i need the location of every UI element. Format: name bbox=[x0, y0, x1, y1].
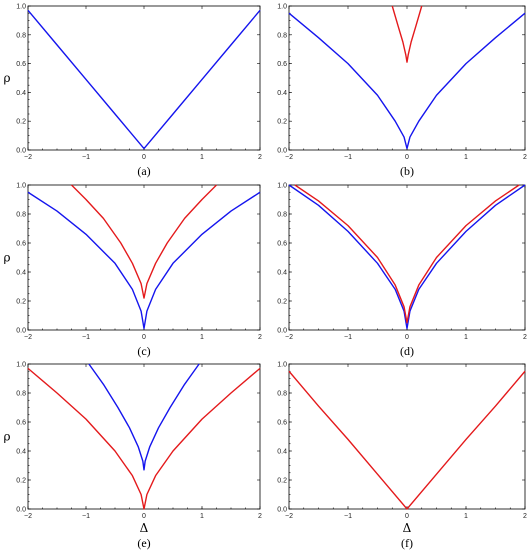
chart-panel: −2 −1 0 1 2 0.0 0.2 0.4 0.6 0.8 1.0 ρ (a) bbox=[3, 4, 262, 179]
x-tick-label: −1 bbox=[82, 334, 90, 341]
x-axis-title: Δ bbox=[403, 521, 412, 535]
y-tick-label: 0.0 bbox=[16, 148, 26, 155]
y-tick-label: 0.2 bbox=[277, 478, 287, 485]
x-tick-label: 1 bbox=[200, 513, 204, 520]
y-tick-label: 0.0 bbox=[277, 148, 287, 155]
x-tick-label: 1 bbox=[464, 334, 468, 341]
y-tick-label: 0.0 bbox=[277, 328, 287, 335]
series-line-red bbox=[27, 367, 261, 510]
y-tick-label: 0.2 bbox=[16, 299, 26, 306]
y-tick-label: 0.8 bbox=[277, 391, 287, 398]
x-tick-label: 1 bbox=[200, 334, 204, 341]
x-tick-label: −2 bbox=[285, 154, 293, 161]
x-axis-title: Δ bbox=[140, 521, 149, 535]
y-tick-label: 0.2 bbox=[277, 119, 287, 126]
y-tick-label: 1.0 bbox=[16, 4, 26, 11]
y-tick-label: 0.6 bbox=[277, 241, 287, 248]
panel-caption: (f) bbox=[401, 536, 413, 550]
x-tick-label: −2 bbox=[24, 334, 32, 341]
y-tick-label: 0.6 bbox=[16, 241, 26, 248]
panel-caption: (b) bbox=[400, 164, 414, 178]
series-line-blue bbox=[288, 184, 526, 330]
y-tick-label: 0.4 bbox=[277, 90, 287, 97]
x-tick-label: 0 bbox=[142, 334, 146, 341]
x-tick-label: −2 bbox=[285, 513, 293, 520]
y-tick-label: 0.4 bbox=[16, 270, 26, 277]
plot-frame bbox=[27, 363, 261, 510]
y-tick-label: 0.2 bbox=[16, 478, 26, 485]
chart-panel: −2 −1 0 1 2 0.0 0.2 0.4 0.6 0.8 1.0 Δ(f) bbox=[277, 362, 527, 550]
y-axis-title: ρ bbox=[3, 430, 10, 444]
y-tick-label: 0.2 bbox=[277, 299, 287, 306]
plot-frame bbox=[27, 184, 261, 331]
panel-caption: (a) bbox=[137, 164, 150, 178]
series-line-blue bbox=[27, 9, 261, 150]
x-tick-label: −2 bbox=[285, 334, 293, 341]
x-tick-label: 0 bbox=[142, 154, 146, 161]
y-tick-label: 0.0 bbox=[16, 328, 26, 335]
x-tick-label: 0 bbox=[142, 513, 146, 520]
y-tick-label: 0.8 bbox=[277, 32, 287, 39]
y-tick-label: 0.6 bbox=[277, 420, 287, 427]
y-tick-label: 1.0 bbox=[16, 183, 26, 190]
y-tick-label: 0.4 bbox=[16, 90, 26, 97]
y-tick-label: 0.2 bbox=[16, 119, 26, 126]
series-line-red bbox=[71, 184, 217, 299]
plot-frame bbox=[288, 363, 526, 510]
x-tick-label: 2 bbox=[258, 154, 262, 161]
y-tick-label: 0.4 bbox=[16, 449, 26, 456]
y-tick-label: 0.6 bbox=[277, 61, 287, 68]
x-tick-label: 0 bbox=[405, 154, 409, 161]
y-tick-label: 0.8 bbox=[277, 212, 287, 219]
y-tick-label: 1.0 bbox=[16, 362, 26, 369]
series-line-red bbox=[391, 5, 423, 63]
x-tick-label: 2 bbox=[523, 154, 527, 161]
x-tick-label: −1 bbox=[344, 154, 352, 161]
plot-frame bbox=[27, 5, 261, 151]
y-tick-label: 1.0 bbox=[277, 362, 287, 369]
y-tick-label: 0.6 bbox=[16, 61, 26, 68]
panel-caption: (c) bbox=[137, 344, 150, 358]
y-tick-label: 0.8 bbox=[16, 391, 26, 398]
series-line-red bbox=[288, 370, 526, 510]
plot-frame bbox=[288, 5, 526, 151]
x-tick-label: 1 bbox=[464, 154, 468, 161]
series-line-blue bbox=[27, 191, 261, 330]
y-tick-label: 0.0 bbox=[277, 507, 287, 514]
series-line-blue bbox=[288, 12, 526, 150]
x-tick-label: 0 bbox=[405, 334, 409, 341]
x-tick-label: 1 bbox=[464, 513, 468, 520]
x-tick-label: 2 bbox=[523, 334, 527, 341]
series-line-blue bbox=[88, 363, 200, 471]
x-tick-label: 1 bbox=[200, 154, 204, 161]
y-tick-label: 0.4 bbox=[277, 449, 287, 456]
y-tick-label: 0.4 bbox=[277, 270, 287, 277]
y-tick-label: 0.6 bbox=[16, 420, 26, 427]
x-tick-label: −1 bbox=[82, 154, 90, 161]
chart-panel: −2 −1 0 1 2 0.0 0.2 0.4 0.6 0.8 1.0 ρ Δ(e) bbox=[3, 362, 262, 550]
x-tick-label: −2 bbox=[24, 513, 32, 520]
y-axis-title: ρ bbox=[3, 71, 10, 85]
x-tick-label: 2 bbox=[258, 334, 262, 341]
y-tick-label: 1.0 bbox=[277, 4, 287, 11]
panel-caption: (e) bbox=[137, 536, 150, 550]
series-line-red bbox=[294, 184, 520, 324]
y-axis-title: ρ bbox=[3, 251, 10, 265]
x-tick-label: 0 bbox=[405, 513, 409, 520]
panel-caption: (d) bbox=[400, 344, 414, 358]
x-tick-label: −2 bbox=[24, 154, 32, 161]
y-tick-label: 1.0 bbox=[277, 183, 287, 190]
chart-panel: −2 −1 0 1 2 0.0 0.2 0.4 0.6 0.8 1.0 (d) bbox=[277, 183, 527, 359]
chart-panel: −2 −1 0 1 2 0.0 0.2 0.4 0.6 0.8 1.0 (b) bbox=[277, 4, 527, 179]
x-tick-label: −1 bbox=[82, 513, 90, 520]
x-tick-label: −1 bbox=[344, 513, 352, 520]
x-tick-label: 2 bbox=[523, 513, 527, 520]
y-tick-label: 0.8 bbox=[16, 32, 26, 39]
y-tick-label: 0.0 bbox=[16, 507, 26, 514]
chart-panel: −2 −1 0 1 2 0.0 0.2 0.4 0.6 0.8 1.0 ρ (c) bbox=[3, 183, 262, 359]
y-tick-label: 0.8 bbox=[16, 212, 26, 219]
x-tick-label: −1 bbox=[344, 334, 352, 341]
x-tick-label: 2 bbox=[258, 513, 262, 520]
